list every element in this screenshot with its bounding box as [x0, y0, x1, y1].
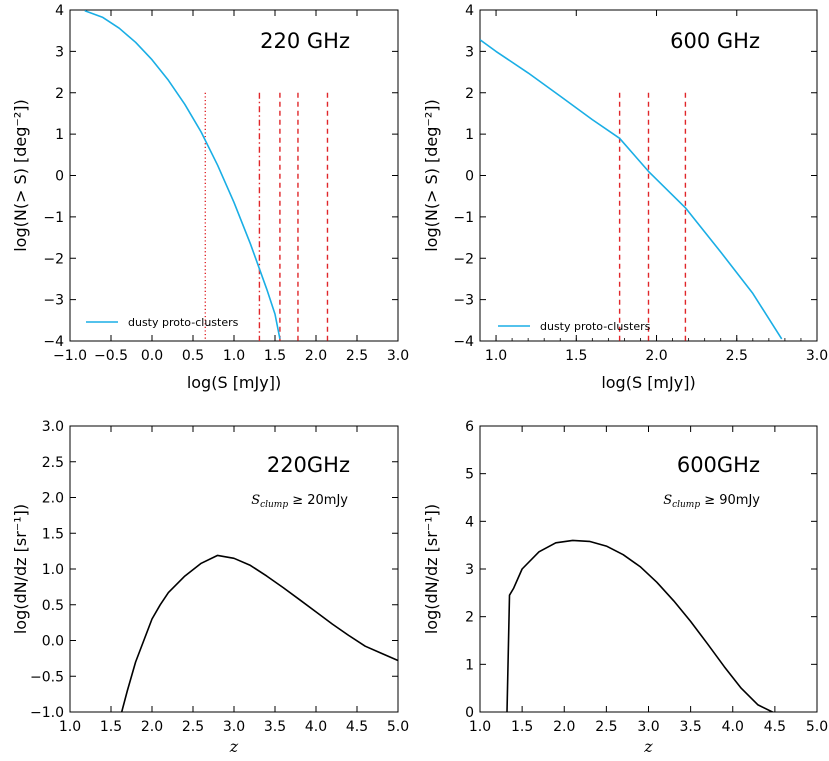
y-tick-label: 2.5 — [42, 455, 64, 471]
y-tick-label: 3 — [465, 44, 474, 60]
x-tick-label: 2.5 — [346, 348, 368, 364]
x-tick-label: 1.5 — [100, 719, 122, 735]
x-tick-label: 1.0 — [485, 348, 507, 364]
x-tick-label: −1.0 — [53, 348, 87, 364]
x-axis-label: z — [229, 737, 239, 756]
x-tick-label: 2.5 — [726, 348, 748, 364]
y-tick-label: 4 — [465, 514, 474, 530]
x-tick-label: 0.0 — [141, 348, 163, 364]
y-tick-label: −4 — [43, 334, 64, 350]
x-tick-label: 1.5 — [511, 719, 533, 735]
y-tick-label: 2 — [55, 86, 64, 102]
y-tick-label: 1.5 — [42, 526, 64, 542]
y-tick-label: 3 — [465, 562, 474, 578]
series-line — [84, 10, 281, 340]
x-tick-label: 2.0 — [553, 719, 575, 735]
x-tick-label: 1.0 — [469, 719, 491, 735]
x-tick-label: 1.5 — [565, 348, 587, 364]
y-tick-label: 3.0 — [42, 419, 64, 435]
x-tick-label: 3.5 — [679, 719, 701, 735]
y-tick-label: 0 — [465, 169, 474, 185]
y-axis-label: log(dN/dz [sr⁻¹]) — [422, 504, 441, 634]
y-tick-label: −2 — [453, 251, 474, 267]
x-tick-label: 4.0 — [722, 719, 744, 735]
frequency-annotation: 600 GHz — [670, 29, 760, 53]
y-tick-label: 0 — [465, 705, 474, 721]
y-tick-label: −3 — [43, 293, 64, 309]
frequency-annotation: 600GHz — [677, 453, 760, 477]
series-line — [480, 39, 783, 340]
y-tick-label: 4 — [465, 3, 474, 19]
x-tick-label: 3.0 — [806, 348, 828, 364]
y-tick-label: −3 — [453, 293, 474, 309]
frequency-annotation: 220GHz — [267, 453, 350, 477]
x-tick-label: 5.0 — [806, 719, 828, 735]
y-tick-label: 1 — [55, 127, 64, 143]
chart-top-right: 1.0 1.5 2.0 2.5 3.0 −4 −3 −2 −1 0 1 2 3 4 600 GHz dusty… — [422, 3, 828, 392]
y-tick-label: 4 — [55, 3, 64, 19]
frequency-annotation: 220 GHz — [260, 29, 350, 53]
x-tick-label: 1.5 — [264, 348, 286, 364]
y-axis-label: log(N(> S) [deg⁻²]) — [422, 99, 441, 252]
chart-top-left: −1.0 −0.5 0.0 0.5 1.0 1.5 2.0 2.5 3.0 −4 −3 −2 −1 0 1 2… — [11, 3, 409, 392]
x-tick-label: 2.5 — [182, 719, 204, 735]
y-tick-label: −1.0 — [30, 705, 64, 721]
y-tick-label: 1 — [465, 657, 474, 673]
y-axis-label: log(N(> S) [deg⁻²]) — [11, 99, 30, 252]
chart-bottom-right: 1.0 1.5 2.0 2.5 3.0 3.5 4.0 4.5 5.0 0 1 2 3 4 5 6 600GHz… — [422, 419, 828, 756]
y-tick-label: 1.0 — [42, 562, 64, 578]
x-tick-label: 4.5 — [764, 719, 786, 735]
y-tick-label: 0.0 — [42, 634, 64, 650]
x-axis-label: log(S [mJy]) — [187, 373, 281, 392]
x-tick-label: 4.0 — [305, 719, 327, 735]
x-tick-label: 3.5 — [264, 719, 286, 735]
flux-condition: Sclump ≥ 90mJy — [663, 493, 760, 510]
y-tick-label: 0.5 — [42, 598, 64, 614]
y-tick-label: −1 — [43, 210, 64, 226]
x-tick-label: 4.5 — [346, 719, 368, 735]
plot-frame — [69, 9, 399, 342]
x-tick-label: 3.0 — [637, 719, 659, 735]
legend-label: dusty proto-clusters — [128, 316, 239, 329]
series-line — [120, 554, 398, 712]
x-tick-label: −0.5 — [94, 348, 128, 364]
y-tick-label: −0.5 — [30, 669, 64, 685]
plot-frame — [479, 425, 818, 713]
x-tick-label: 2.5 — [595, 719, 617, 735]
y-tick-label: −4 — [453, 334, 474, 350]
y-tick-label: 1 — [465, 127, 474, 143]
x-tick-label: 3.0 — [387, 348, 409, 364]
y-tick-label: 2 — [465, 610, 474, 626]
x-tick-label: 2.0 — [305, 348, 327, 364]
y-tick-label: 6 — [465, 419, 474, 435]
flux-condition: Sclump ≥ 20mJy — [251, 493, 348, 510]
y-tick-label: 2.0 — [42, 491, 64, 507]
y-tick-label: 2 — [465, 86, 474, 102]
x-tick-label: 3.0 — [223, 719, 245, 735]
x-tick-label: 1.0 — [59, 719, 81, 735]
y-tick-label: 5 — [465, 467, 474, 483]
x-tick-label: 0.5 — [182, 348, 204, 364]
x-axis-label: log(S [mJy]) — [601, 373, 695, 392]
y-tick-label: −1 — [453, 210, 474, 226]
chart-bottom-left: 1.0 1.5 2.0 2.5 3.0 3.5 4.0 4.5 5.0 −1.0 −0.5 0.0 0.… — [11, 419, 409, 756]
x-axis-label: z — [643, 737, 653, 756]
y-axis-label: log(dN/dz [sr⁻¹]) — [11, 504, 30, 634]
y-tick-label: 0 — [55, 169, 64, 185]
y-tick-label: 3 — [55, 44, 64, 60]
series-line — [506, 539, 775, 712]
x-tick-label: 2.0 — [141, 719, 163, 735]
legend-label: dusty proto-clusters — [540, 320, 651, 333]
x-tick-label: 2.0 — [645, 348, 667, 364]
y-tick-label: −2 — [43, 251, 64, 267]
x-tick-label: 5.0 — [387, 719, 409, 735]
x-tick-label: 1.0 — [223, 348, 245, 364]
